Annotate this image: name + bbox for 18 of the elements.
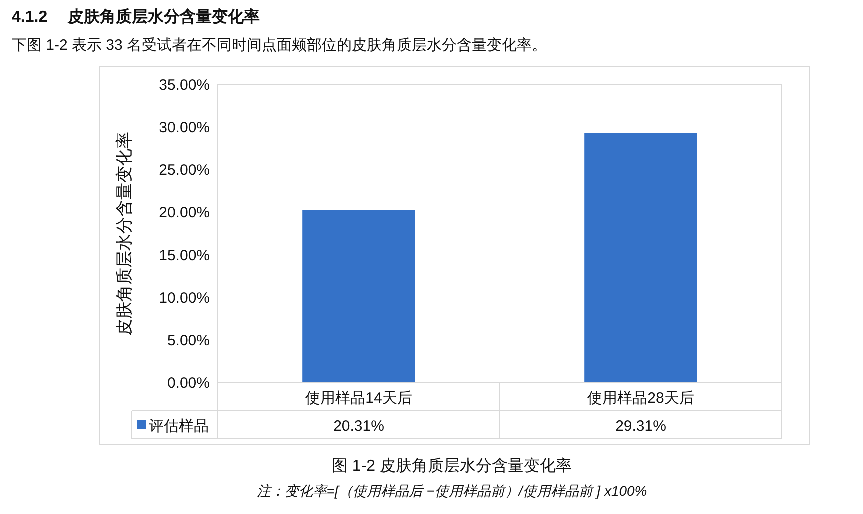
y-tick-label: 35.00% xyxy=(159,77,210,94)
text: 注：变化率=[（使用样品后 −使用样品前）/使用样品前 ] x100% xyxy=(256,483,648,499)
y-axis-title: 皮肤角质层水分含量变化率 xyxy=(115,132,134,336)
data-label: 20.31% xyxy=(334,418,384,435)
chart-subtitle: 下图 1-2 表示 33 名受试者在不同时间点面颊部位的皮肤角质层水分含量变化率。 xyxy=(12,37,548,54)
y-tick-label: 10.00% xyxy=(159,290,210,307)
x-tick-label: 使用样品28天后 xyxy=(588,390,694,407)
caption: 图 1-2 皮肤角质层水分含量变化率 xyxy=(332,457,572,475)
y-tick-label: 0.00% xyxy=(167,375,210,392)
y-tick-label: 20.00% xyxy=(159,204,210,222)
legend-label: 评估样品 xyxy=(149,418,209,435)
x-tick-label: 使用样品14天后 xyxy=(306,390,412,407)
y-tick-label: 5.00% xyxy=(167,332,210,350)
y-tick-label: 25.00% xyxy=(159,162,210,180)
chart-title: 4.1.2 皮肤角质层水分含量变化率 xyxy=(12,7,260,26)
data-label: 29.31% xyxy=(616,418,666,435)
y-tick-label: 30.00% xyxy=(159,120,210,137)
y-tick-label: 15.00% xyxy=(159,247,210,264)
